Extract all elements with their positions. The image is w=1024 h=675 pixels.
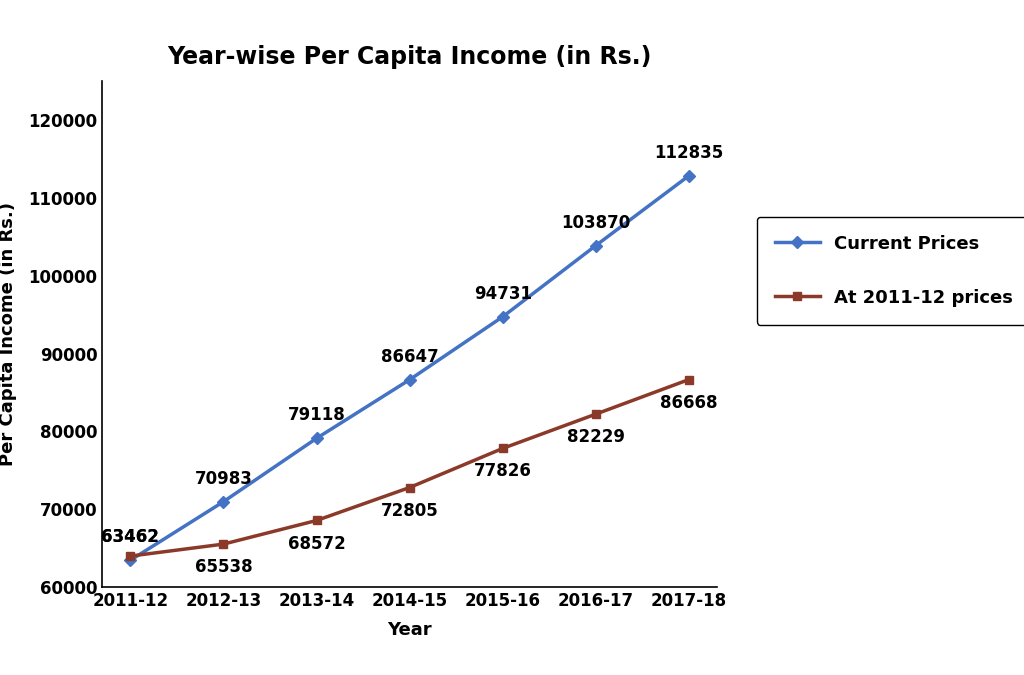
Text: 77826: 77826 [474,462,531,481]
Text: 79118: 79118 [288,406,345,425]
Text: 94731: 94731 [474,285,531,302]
Text: 65538: 65538 [195,558,252,576]
Text: 63462: 63462 [101,529,160,546]
Text: 63462: 63462 [101,529,160,546]
X-axis label: Year: Year [387,621,432,639]
Title: Year-wise Per Capita Income (in Rs.): Year-wise Per Capita Income (in Rs.) [167,45,652,70]
Text: 82229: 82229 [566,428,625,446]
Legend: Current Prices, At 2011-12 prices: Current Prices, At 2011-12 prices [757,217,1024,325]
Text: 86647: 86647 [381,348,438,366]
Text: 68572: 68572 [288,535,345,553]
Text: 112835: 112835 [654,144,724,162]
Text: 70983: 70983 [195,470,252,488]
Y-axis label: Per Capita Income (in Rs.): Per Capita Income (in Rs.) [0,202,17,466]
Text: 86668: 86668 [660,394,718,412]
Text: 103870: 103870 [561,213,631,232]
Text: 72805: 72805 [381,502,438,520]
